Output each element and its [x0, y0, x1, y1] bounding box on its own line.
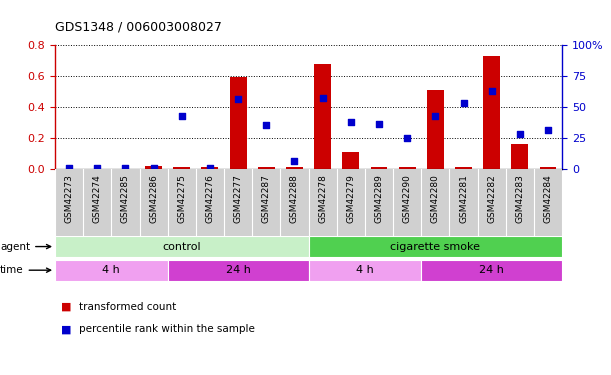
Text: GSM42287: GSM42287 [262, 174, 271, 223]
Bar [540, 167, 557, 169]
Text: GSM42276: GSM42276 [205, 174, 214, 223]
Bar [309, 236, 562, 257]
Text: GDS1348 / 006003008027: GDS1348 / 006003008027 [55, 21, 222, 34]
Bar [309, 260, 421, 280]
Text: ■: ■ [61, 324, 71, 334]
Bar [145, 166, 162, 169]
Point [92, 165, 102, 171]
Text: transformed count: transformed count [79, 302, 177, 312]
Point [233, 96, 243, 102]
Text: GSM42290: GSM42290 [403, 174, 412, 223]
Text: 24 h: 24 h [479, 265, 504, 275]
Text: GSM42288: GSM42288 [290, 174, 299, 223]
Text: GSM42285: GSM42285 [121, 174, 130, 223]
Point [543, 128, 553, 134]
Bar [421, 260, 562, 280]
Bar [455, 167, 472, 169]
Point [205, 165, 215, 171]
Bar [314, 64, 331, 169]
Text: ■: ■ [61, 302, 71, 312]
Text: percentile rank within the sample: percentile rank within the sample [79, 324, 255, 334]
Bar [55, 236, 309, 257]
Bar [258, 167, 275, 169]
Point [64, 165, 74, 171]
Point [177, 112, 187, 118]
Text: GSM42278: GSM42278 [318, 174, 327, 223]
Text: cigarette smoke: cigarette smoke [390, 242, 480, 252]
Text: GSM42273: GSM42273 [65, 174, 73, 223]
Point [459, 100, 469, 106]
Text: GSM42280: GSM42280 [431, 174, 440, 223]
Point [262, 122, 271, 128]
Bar [342, 152, 359, 169]
Point [346, 119, 356, 125]
Text: time: time [0, 265, 51, 275]
Point [290, 158, 299, 164]
Bar [167, 260, 309, 280]
Point [487, 88, 497, 94]
Text: GSM42274: GSM42274 [93, 174, 102, 223]
Bar [399, 167, 415, 169]
Text: 24 h: 24 h [225, 265, 251, 275]
Point [430, 112, 440, 118]
Text: GSM42275: GSM42275 [177, 174, 186, 223]
Bar [55, 260, 167, 280]
Text: GSM42281: GSM42281 [459, 174, 468, 223]
Bar [230, 78, 247, 169]
Bar [286, 167, 303, 169]
Bar [511, 144, 529, 169]
Point [318, 95, 327, 101]
Bar [202, 167, 218, 169]
Text: control: control [163, 242, 201, 252]
Bar [370, 167, 387, 169]
Bar [483, 56, 500, 169]
Text: GSM42279: GSM42279 [346, 174, 356, 223]
Bar [427, 90, 444, 169]
Bar [174, 167, 190, 169]
Text: GSM42277: GSM42277 [233, 174, 243, 223]
Text: GSM42286: GSM42286 [149, 174, 158, 223]
Text: GSM42289: GSM42289 [375, 174, 384, 223]
Text: agent: agent [0, 242, 51, 252]
Point [374, 121, 384, 127]
Text: GSM42284: GSM42284 [544, 174, 552, 223]
Text: 4 h: 4 h [103, 265, 120, 275]
Text: GSM42282: GSM42282 [487, 174, 496, 223]
Point [402, 135, 412, 141]
Text: 4 h: 4 h [356, 265, 374, 275]
Point [120, 165, 130, 171]
Point [515, 131, 525, 137]
Point [148, 165, 158, 171]
Text: GSM42283: GSM42283 [515, 174, 524, 223]
